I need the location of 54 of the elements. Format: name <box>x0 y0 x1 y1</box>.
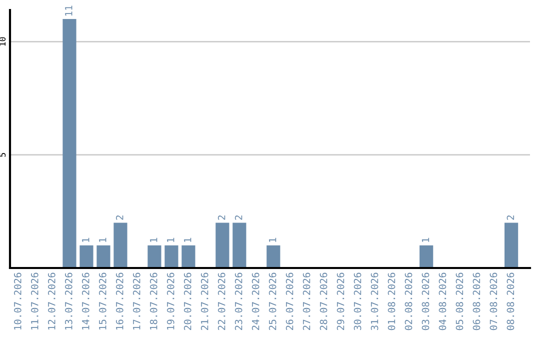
bar <box>148 245 162 268</box>
x-tick-label: 17.07.2026 <box>132 272 140 330</box>
bar <box>80 245 94 268</box>
data-label: 1 <box>422 238 430 242</box>
x-tick-label: 31.07.2026 <box>370 272 378 330</box>
x-tick-label: 18.07.2026 <box>150 272 158 330</box>
bar <box>182 245 196 268</box>
x-tick-label: 19.07.2026 <box>166 272 174 330</box>
data-label: 1 <box>99 238 106 242</box>
bar <box>266 245 280 268</box>
bar <box>96 245 110 268</box>
x-tick-label: 05.08.2026 <box>456 272 464 330</box>
bar <box>216 222 230 268</box>
x-tick-label: 14.07.2026 <box>82 272 90 330</box>
x-tick-label: 06.08.2026 <box>472 272 480 330</box>
x-tick-label: 16.07.2026 <box>116 272 124 330</box>
x-tick-label: 08.08.2026 <box>506 272 514 330</box>
x-tick-label: 10.07.2026 <box>14 272 22 330</box>
x-tick-label: 12.07.2026 <box>48 272 56 330</box>
x-tick-label: 15.07.2026 <box>98 272 106 330</box>
x-tick-label: 29.07.2026 <box>336 272 344 330</box>
data-label: 1 <box>167 238 174 242</box>
x-tick-label: 11.07.2026 <box>30 272 38 330</box>
x-tick-label: 24.07.2026 <box>252 272 260 330</box>
data-label: 11 <box>65 6 72 16</box>
x-tick-label: 03.08.2026 <box>422 272 430 330</box>
x-tick-label: 21.07.2026 <box>200 272 208 330</box>
x-tick-label: 07.08.2026 <box>490 272 498 330</box>
x-tick-label: 20.07.2026 <box>184 272 192 330</box>
data-label: 1 <box>82 238 90 242</box>
x-tick-label: 02.08.2026 <box>404 272 412 330</box>
bar <box>420 245 434 268</box>
x-tick-label: 13.07.2026 <box>64 272 72 330</box>
data-label: 2 <box>116 215 124 220</box>
data-label: 2 <box>218 215 226 220</box>
data-label: 1 <box>269 238 276 242</box>
x-tick-label: 22.07.2026 <box>218 272 226 330</box>
x-tick-label: 26.07.2026 <box>286 272 294 330</box>
x-tick-label: 27.07.2026 <box>302 272 310 330</box>
bar <box>164 245 178 268</box>
x-tick-label: 28.07.2026 <box>320 272 328 330</box>
x-tick-label: 30.07.2026 <box>354 272 362 330</box>
data-label: 1 <box>150 238 158 242</box>
data-label: 2 <box>234 215 242 220</box>
bar <box>62 19 76 268</box>
x-tick-label: 01.08.2026 <box>388 272 396 330</box>
bar <box>504 222 518 268</box>
x-tick-label: 25.07.2026 <box>268 272 276 330</box>
data-label: 2 <box>506 215 514 220</box>
bar <box>232 222 246 268</box>
x-tick-label: 23.07.2026 <box>234 272 242 330</box>
data-label: 1 <box>184 238 192 242</box>
bar <box>114 222 128 268</box>
x-tick-label: 04.08.2026 <box>438 272 446 330</box>
